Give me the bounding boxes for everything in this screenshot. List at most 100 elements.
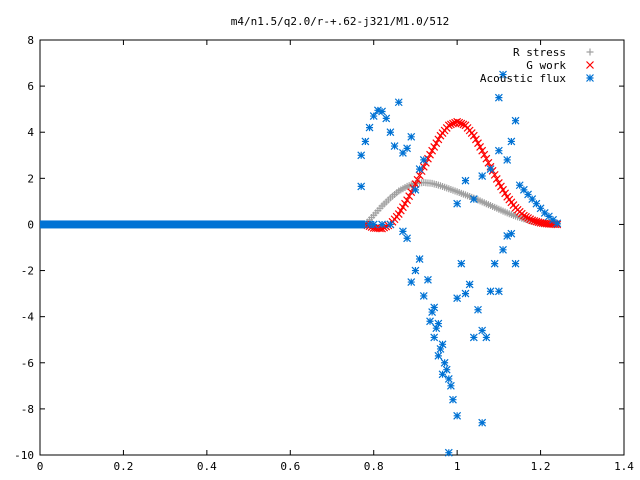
data-point [361, 137, 370, 146]
y-tick-label: 6 [27, 80, 34, 93]
data-point [401, 199, 409, 208]
data-point [403, 144, 412, 153]
data-point [484, 158, 493, 167]
data-point [486, 287, 495, 296]
legend-label: Acoustic flux [480, 72, 566, 85]
data-point [444, 121, 453, 130]
data-point [465, 280, 474, 289]
plot-frame [39, 39, 625, 456]
data-point [499, 245, 507, 254]
legend-label: G work [526, 59, 566, 72]
data-point [434, 135, 443, 144]
y-tick-label: -10 [14, 449, 34, 462]
data-point [407, 278, 416, 287]
y-tick-label: -8 [21, 403, 34, 416]
data-point [419, 155, 428, 164]
y-tick-label: 2 [27, 172, 34, 185]
data-point [398, 149, 407, 157]
data-point [478, 418, 487, 427]
data-point [532, 199, 541, 208]
data-point [430, 333, 439, 342]
data-point [511, 116, 520, 125]
data-point [411, 185, 420, 194]
data-point [507, 229, 516, 238]
data-point [444, 448, 453, 457]
data-point [369, 112, 378, 121]
data-point [469, 131, 478, 140]
data-point [455, 118, 464, 127]
data-point [415, 171, 424, 180]
axis-ticks: 0 0.2 0.4 0.6 0.8 1 1.2 1.4 8 6 4 2 0 -2 -4 -6 -8 -10 [14, 34, 634, 473]
data-point [426, 317, 434, 326]
data-point [474, 305, 482, 314]
data-point [440, 358, 449, 367]
data-point [522, 212, 530, 221]
series-acoustic-flux [40, 70, 562, 457]
data-point [403, 196, 412, 205]
data-point [382, 114, 391, 123]
data-point [430, 142, 439, 151]
data-point [436, 345, 445, 353]
data-point [434, 351, 443, 360]
chart-title: m4/n1.5/q2.0/r-+.62-j321/M1.0/512 [231, 15, 450, 28]
legend-marker [586, 61, 594, 69]
data-point [378, 107, 386, 116]
data-point [426, 150, 434, 159]
data-point [378, 220, 386, 229]
data-point [428, 308, 437, 316]
data-point [482, 154, 491, 163]
data-point [515, 181, 524, 190]
data-point [453, 199, 462, 208]
data-point [501, 189, 510, 198]
data-point [482, 333, 491, 342]
data-point [449, 119, 457, 128]
data-point [503, 155, 512, 164]
data-point [526, 215, 535, 224]
data-point [369, 220, 378, 229]
data-point [446, 120, 455, 129]
y-tick-label: -4 [21, 311, 35, 324]
data-point [461, 289, 470, 298]
data-point [365, 123, 374, 132]
data-point [386, 128, 395, 137]
data-point [428, 146, 437, 155]
x-tick-label: 0.8 [364, 460, 384, 473]
legend-marker [586, 48, 594, 56]
x-tick-label: 1.2 [531, 460, 551, 473]
y-tick-label: 4 [27, 126, 34, 139]
y-tick-label: -2 [21, 265, 34, 278]
data-point [524, 214, 532, 222]
data-point [528, 195, 537, 204]
data-point [469, 195, 478, 204]
x-tick-label: 0 [37, 460, 44, 473]
data-point [511, 259, 520, 268]
y-tick-label: -6 [21, 357, 34, 370]
data-point [442, 365, 451, 374]
flux-baseline-band [40, 220, 366, 229]
data-point [430, 303, 439, 312]
data-point [424, 275, 432, 284]
data-point [373, 106, 382, 115]
data-point [432, 324, 441, 333]
data-point [365, 220, 374, 229]
data-point [405, 192, 414, 201]
data-point [494, 287, 503, 296]
y-tick-label: 8 [27, 34, 34, 47]
data-point [476, 142, 485, 151]
data-point [407, 132, 416, 141]
data-point [432, 139, 441, 148]
data-point [419, 291, 428, 300]
data-point [519, 211, 528, 220]
x-tick-label: 1.4 [614, 460, 634, 473]
data-point [494, 146, 503, 155]
data-point [438, 340, 447, 349]
data-point [494, 93, 503, 102]
data-point [503, 232, 512, 240]
data-point [403, 234, 412, 243]
data-point [453, 117, 462, 126]
data-point [415, 255, 424, 263]
data-point [357, 151, 366, 160]
x-tick-label: 0.2 [113, 460, 133, 473]
data-point [446, 381, 455, 390]
